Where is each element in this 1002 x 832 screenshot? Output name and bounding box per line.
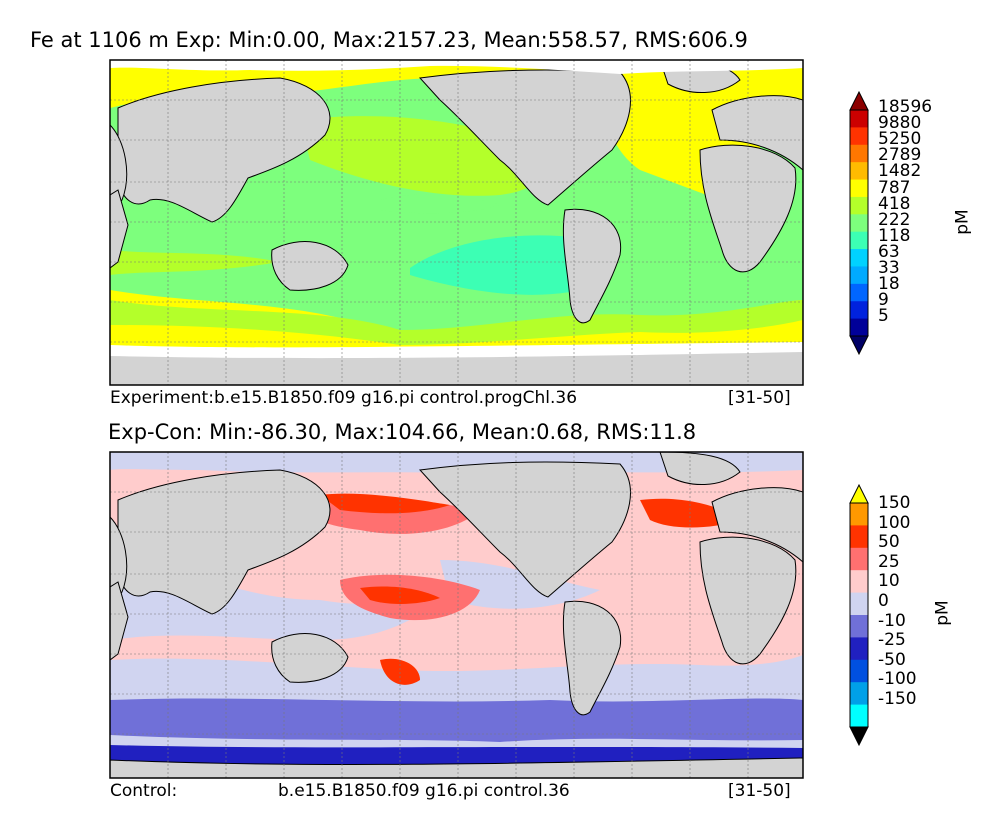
top-colorbar-tick-label: 63 (878, 241, 900, 262)
bottom-colorbar-tick-label: 150 (878, 493, 911, 513)
bottom-gridlines (110, 452, 803, 778)
bottom-colorbar-segment (850, 525, 868, 549)
bottom-colorbar-segment (850, 615, 868, 638)
top-map (110, 60, 803, 385)
bottom-map-footer-left: Control: (110, 781, 178, 801)
top-map-title: Fe at 1106 m Exp: Min:0.00, Max:2157.23,… (30, 28, 748, 52)
bottom-colorbar-segment (850, 704, 868, 728)
top-gridlines (110, 60, 803, 385)
top-colorbar-segment (850, 214, 868, 233)
top-missing-data (110, 60, 803, 359)
top-colorbar-segment (850, 179, 868, 198)
bottom-colorbar (849, 483, 869, 747)
top-spac-teal (410, 235, 600, 295)
top-colorbar-segment (850, 231, 868, 250)
bottom-greenland (659, 452, 741, 486)
top-colorbar-segment (850, 110, 868, 128)
bottom-colorbar-tick-label: 100 (878, 512, 911, 533)
top-map-frame (109, 59, 804, 386)
bottom-map-frame (109, 451, 804, 779)
bottom-eurasia (117, 469, 331, 615)
bottom-south-america (562, 600, 622, 716)
bottom-colorbar-min-extension (849, 726, 869, 747)
bottom-colorbar-tick-label: 10 (878, 571, 900, 592)
top-colorbar-segment (850, 283, 868, 302)
top-colorbar-tick-label: 9 (878, 290, 889, 311)
top-colorbar-tick-label: 18 (878, 274, 900, 295)
bottom-map-title: Exp-Con: Min:-86.30, Max:104.66, Mean:0.… (108, 420, 697, 444)
bottom-colorbar-segment (850, 637, 868, 661)
bottom-map (110, 452, 803, 778)
bottom-map-footer-mid: b.e15.B1850.f09 g16.pi control.36 (278, 781, 570, 801)
bottom-npac-strong (320, 493, 450, 514)
top-colorbar-tick-label: 1482 (878, 161, 922, 182)
top-south-america (562, 208, 622, 324)
bottom-colorbar-unit: pM (932, 600, 953, 626)
top-colorbar-unit: pM (952, 209, 973, 235)
bottom-europe-east (711, 487, 803, 563)
bottom-africa (110, 581, 129, 661)
bottom-colorbar-tick-label: -100 (878, 669, 917, 690)
bottom-colorbar-tick-label: 50 (878, 532, 900, 553)
bottom-colorbar-tick-label: -10 (878, 610, 906, 631)
bottom-colorbar-max-extension (849, 483, 869, 504)
bottom-map-footer-right: [31-50] (728, 781, 791, 801)
bottom-colorbar-tick-label: 0 (878, 591, 889, 611)
top-colorbar-segment (850, 196, 868, 215)
bottom-colorbar-segment (850, 570, 868, 594)
top-colorbar-segment (850, 318, 868, 337)
top-colorbar-tick-label: 18596 (878, 97, 933, 117)
top-colorbar-segment (850, 249, 868, 267)
bottom-colorbar-tick-label: -50 (878, 649, 906, 670)
top-colorbar-tick-label: 787 (878, 177, 911, 198)
top-europe-east (711, 95, 803, 171)
top-colorbar (849, 90, 869, 356)
top-colorbar-tick-label: 5250 (878, 129, 922, 150)
top-map-footer-left: Experiment:b.e15.B1850.f09 g16.pi contro… (110, 388, 578, 408)
bottom-colorbar-tick-label: -25 (878, 630, 906, 651)
bottom-southern-midblue (110, 698, 803, 742)
top-australia (271, 241, 349, 291)
bottom-colorbar-segment (850, 659, 868, 683)
top-colorbar-tick-label: 418 (878, 193, 911, 214)
top-colorbar-tick-label: 2789 (878, 145, 922, 166)
bottom-colorbar-segment (850, 592, 868, 616)
top-africa (110, 189, 129, 269)
bottom-colorbar-tick-label: 25 (878, 551, 900, 572)
top-colorbar-tick-label: 9880 (878, 113, 922, 134)
top-colorbar-tick-label: 33 (878, 258, 900, 278)
top-map-footer-right: [31-50] (728, 388, 791, 408)
bottom-wpac-strong (360, 586, 440, 604)
top-eq-band (380, 194, 500, 214)
bottom-indian-blue (110, 555, 450, 640)
top-north-america (418, 69, 631, 206)
top-eurasia (117, 77, 331, 223)
bottom-colorbar-segment (850, 682, 868, 706)
bottom-colorbar-tick-label: -150 (878, 689, 917, 709)
top-colorbar-segment (850, 266, 868, 285)
bottom-antarctica (110, 757, 803, 778)
top-colorbar-segment (850, 162, 868, 181)
top-colorbar-segment (850, 301, 868, 320)
bottom-colorbar-segment (850, 503, 868, 526)
top-colorbar-segment (850, 144, 868, 163)
bottom-australia (271, 633, 349, 683)
top-colorbar-tick-label: 118 (878, 225, 911, 246)
bottom-arctic-blue (110, 452, 803, 474)
bottom-tasman-strong (380, 658, 420, 685)
top-indian-lime (110, 250, 280, 275)
top-colorbar-min-extension (849, 335, 869, 356)
bottom-north-america (418, 461, 631, 598)
bottom-colorbar-segment (850, 547, 868, 571)
top-colorbar-segment (850, 127, 868, 146)
bottom-pacific-blue (440, 560, 600, 609)
top-southern-lime (110, 300, 803, 345)
top-colorbar-max-extension (849, 90, 869, 111)
top-colorbar-tick-label: 222 (878, 209, 911, 230)
top-colorbar-tick-label: 5 (878, 306, 889, 327)
